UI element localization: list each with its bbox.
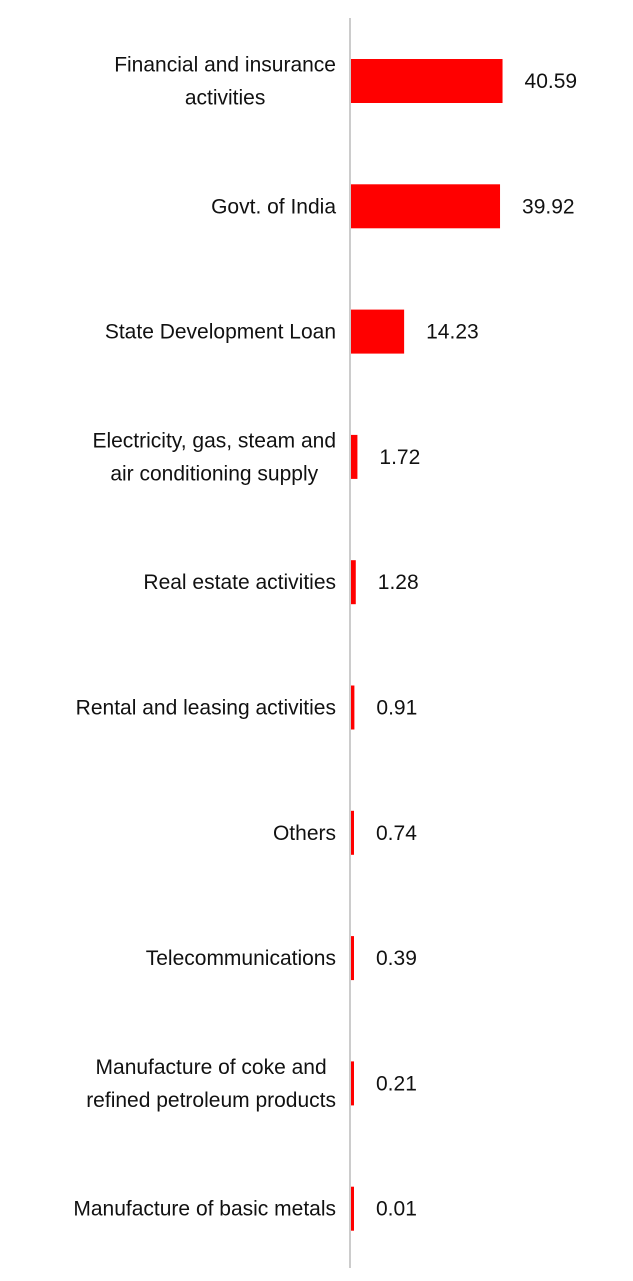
- bar: [351, 560, 356, 605]
- bar: [351, 685, 355, 730]
- category-label-line: Manufacture of coke and: [96, 1056, 327, 1079]
- bar: [351, 184, 501, 229]
- bar: [351, 309, 405, 354]
- bar: [351, 936, 354, 981]
- data-label: 0.01: [376, 1198, 417, 1221]
- category-label: Real estate activities: [143, 571, 336, 594]
- category-label-line: Rental and leasing activities: [76, 697, 336, 720]
- category-label-line: air conditioning supply: [110, 462, 318, 485]
- data-label: 1.72: [379, 446, 420, 469]
- category-label-line: Electricity, gas, steam and: [92, 429, 336, 452]
- category-label: State Development Loan: [105, 321, 336, 344]
- category-label-line: Real estate activities: [143, 571, 336, 594]
- bar: [351, 434, 358, 479]
- category-labels-layer: Financial and insurance activities Govt. o…: [73, 54, 336, 1221]
- bars-layer: [351, 59, 503, 1231]
- category-label-line: Govt. of India: [211, 195, 336, 218]
- category-label-line: State Development Loan: [105, 321, 336, 344]
- bar: [351, 1186, 354, 1231]
- bar: [351, 1061, 354, 1106]
- data-label: 0.21: [376, 1072, 417, 1095]
- value-labels-layer: 40.59 39.92 14.23 1.72 1.28 0.91 0.74 0.39 0.21 0…: [376, 70, 577, 1221]
- category-label: Manufacture of basic metals: [73, 1198, 336, 1221]
- data-label: 39.92: [522, 195, 575, 218]
- category-label: Manufacture of coke and refined petroleum…: [86, 1056, 336, 1112]
- category-label: Others: [273, 822, 336, 845]
- category-label-line: activities: [185, 87, 266, 110]
- category-label-line: Manufacture of basic metals: [73, 1198, 336, 1221]
- category-label: Electricity, gas, steam and air condition…: [92, 429, 336, 485]
- category-label: Rental and leasing activities: [76, 697, 336, 720]
- category-label-line: Telecommunications: [146, 947, 336, 970]
- data-label: 0.74: [376, 822, 417, 845]
- data-label: 0.91: [376, 697, 417, 720]
- bar: [351, 810, 354, 855]
- data-label: 14.23: [426, 321, 479, 344]
- category-label-line: Others: [273, 822, 336, 845]
- data-label: 40.59: [525, 70, 578, 93]
- category-label-line: Financial and insurance: [114, 54, 336, 77]
- data-label: 0.39: [376, 947, 417, 970]
- category-label: Govt. of India: [211, 195, 336, 218]
- category-label-line: refined petroleum products: [86, 1089, 336, 1112]
- data-label: 1.28: [378, 571, 419, 594]
- category-label: Telecommunications: [146, 947, 336, 970]
- bar: [351, 59, 503, 103]
- category-label: Financial and insurance activities: [114, 54, 336, 110]
